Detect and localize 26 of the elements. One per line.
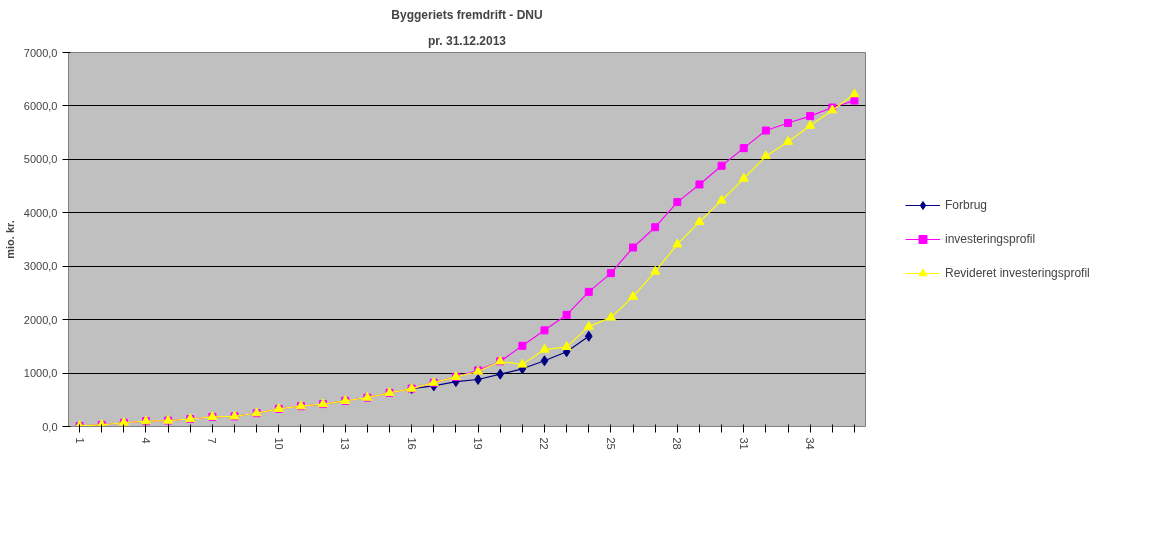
y-tick-label: 3000,0: [23, 260, 58, 273]
x-tick-label: 4: [139, 437, 152, 444]
y-tick-label: 4000,0: [23, 206, 58, 219]
x-tick-label: 16: [405, 437, 418, 450]
x-tick-label: 13: [339, 437, 352, 450]
legend-label: Forbrug: [945, 198, 988, 212]
y-tick-label: 2000,0: [23, 313, 58, 326]
y-tick-label: 5000,0: [23, 153, 58, 166]
legend-label: Revideret investeringsprofil: [945, 266, 1090, 280]
legend-label: investeringsprofil: [945, 232, 1036, 246]
x-tick-label: 7: [206, 437, 219, 444]
y-tick-label: 6000,0: [23, 99, 58, 112]
x-tick-label: 22: [538, 437, 551, 450]
x-tick-label: 25: [604, 437, 617, 450]
y-tick-label: 0,0: [42, 420, 58, 433]
y-tick-label: 7000,0: [23, 46, 58, 59]
y-axis-title: mio. kr.: [3, 220, 16, 259]
x-tick-label: 1: [73, 437, 86, 444]
x-tick-label: 31: [737, 437, 750, 450]
x-tick-label: 28: [671, 437, 684, 450]
x-tick-label: 34: [804, 437, 817, 450]
x-tick-label: 19: [472, 437, 485, 450]
chart-title: Byggeriets fremdrift - DNU: [391, 7, 543, 22]
x-tick-label: 10: [272, 437, 285, 450]
y-tick-label: 1000,0: [23, 367, 58, 380]
chart-subtitle: pr. 31.12.2013: [427, 33, 507, 48]
